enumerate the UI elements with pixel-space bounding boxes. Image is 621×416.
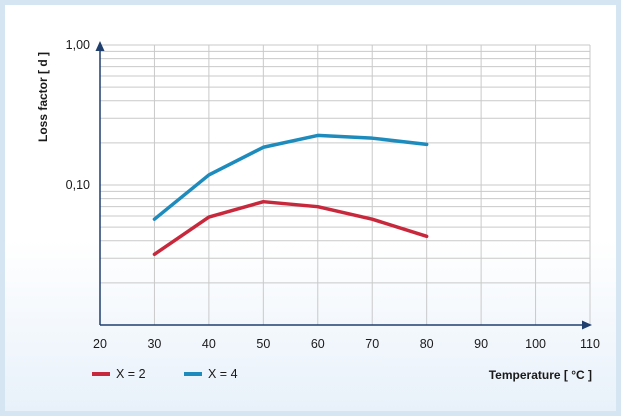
x-tick-label: 70 bbox=[365, 337, 379, 351]
x-tick-labels: 20 30 40 50 60 70 80 90 100 110 bbox=[93, 337, 600, 351]
x-tick-label: 80 bbox=[420, 337, 434, 351]
series-lines bbox=[152, 133, 429, 257]
x-axis-label: Temperature [ °C ] bbox=[489, 368, 592, 382]
x-tick-label: 60 bbox=[311, 337, 325, 351]
x-tick-label: 20 bbox=[93, 337, 107, 351]
x-tick-label: 110 bbox=[580, 337, 600, 351]
legend-label-2: X = 4 bbox=[208, 367, 238, 381]
grid-lines bbox=[100, 44, 591, 325]
series-line-2 bbox=[152, 133, 429, 221]
x-tick-label: 50 bbox=[256, 337, 270, 351]
axes bbox=[95, 41, 592, 330]
x-tick-label: 40 bbox=[202, 337, 216, 351]
y-tick-label: 1,00 bbox=[66, 38, 90, 52]
y-axis-label: Loss factor [ d ] bbox=[36, 52, 50, 142]
legend-label-1: X = 2 bbox=[116, 367, 146, 381]
x-tick-label: 90 bbox=[474, 337, 488, 351]
legend: X = 2 X = 4 bbox=[92, 367, 238, 381]
y-tick-label: 0,10 bbox=[66, 178, 90, 192]
y-axis-arrow bbox=[95, 41, 105, 51]
y-tick-labels: 0,10 1,00 bbox=[66, 38, 90, 192]
series-line-1 bbox=[152, 199, 429, 257]
x-axis-arrow bbox=[582, 320, 592, 330]
x-tick-label: 30 bbox=[147, 337, 161, 351]
x-tick-label: 100 bbox=[525, 337, 546, 351]
